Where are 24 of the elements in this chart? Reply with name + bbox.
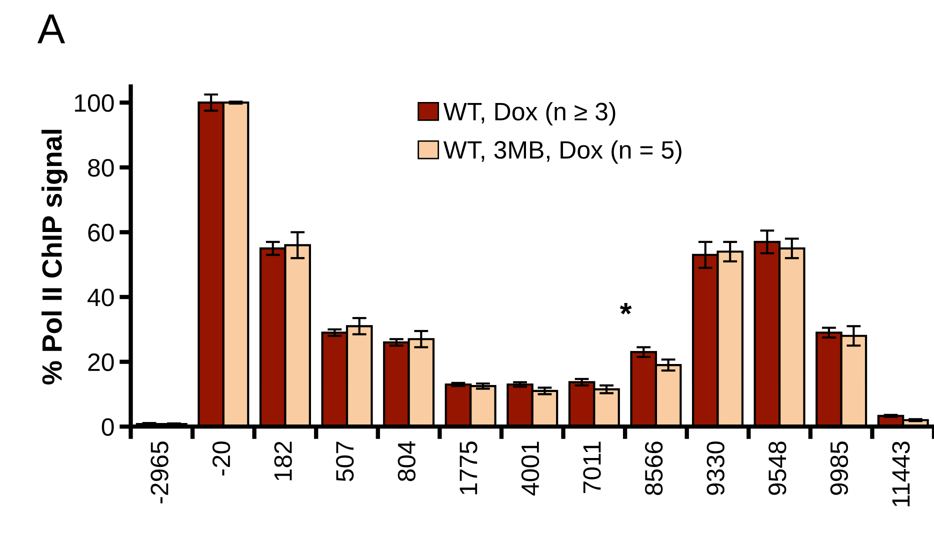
x-tick-label: 9548 [768, 442, 786, 495]
y-tick-label: 60 [88, 224, 114, 242]
x-tick-label: 182 [274, 442, 292, 480]
legend-label: WT, 3MB, Dox (n = 5) [443, 140, 682, 164]
y-axis-title: % Pol II ChIP signal [42, 130, 68, 384]
x-tick-label: -20 [212, 441, 230, 476]
x-tick-label: 8566 [644, 442, 663, 496]
legend-label: WT, Dox (n ≥ 3) [443, 102, 616, 126]
x-tick-label: 11443 [892, 442, 910, 506]
x-tick-label: 1775 [460, 442, 478, 494]
x-tick-label: 507 [336, 442, 354, 482]
text: A [37, 14, 66, 44]
y-tick-label: 20 [88, 353, 114, 372]
x-tick-label: 4001 [521, 442, 540, 496]
x-tick-label: -2965 [150, 442, 168, 504]
x-tick-label: 9330 [706, 441, 724, 495]
y-tick-label: 0 [102, 418, 114, 436]
x-tick-label: 9985 [830, 442, 848, 495]
annotation: * [620, 302, 632, 314]
y-tick-label: 80 [88, 159, 114, 177]
x-tick-label: 804 [398, 441, 416, 482]
y-tick-label: 40 [88, 288, 114, 306]
y-tick-label: 100 [74, 94, 114, 112]
x-tick-label: 7011 [583, 442, 601, 493]
